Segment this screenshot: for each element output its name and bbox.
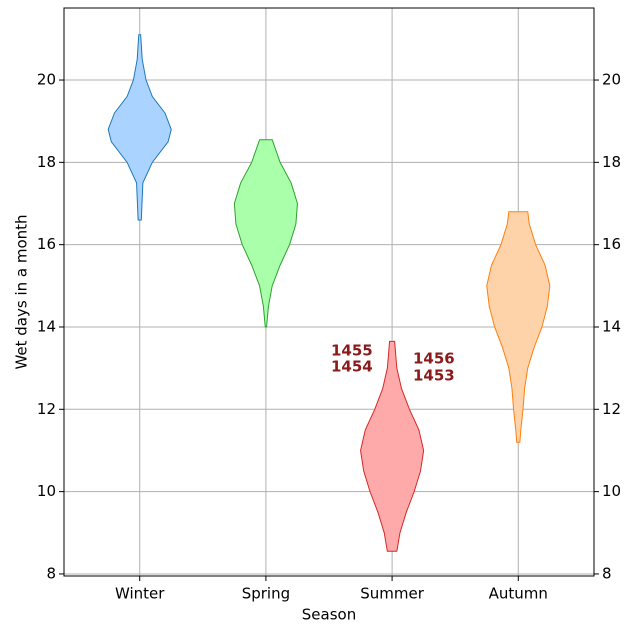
y-tick-label: 10 <box>37 482 56 500</box>
y2-tick-label: 20 <box>602 71 621 89</box>
annotation: 1456 <box>413 350 455 368</box>
y2-tick-label: 18 <box>602 153 621 171</box>
y-axis-label: Wet days in a month <box>13 214 31 369</box>
y2-tick-label: 8 <box>602 564 612 582</box>
x-tick-label: Summer <box>360 585 424 603</box>
annotation: 1455 <box>331 342 373 360</box>
y-tick-label: 12 <box>37 400 56 418</box>
violin <box>486 211 551 443</box>
y-tick-label: 20 <box>37 71 56 89</box>
y-tick-label: 16 <box>37 235 56 253</box>
x-tick-label: Spring <box>242 585 290 603</box>
violin <box>107 34 172 221</box>
y2-tick-label: 16 <box>602 235 621 253</box>
y2-tick-label: 14 <box>602 317 621 335</box>
violin <box>360 340 425 552</box>
x-tick-label: Autumn <box>489 585 548 603</box>
y2-tick-label: 12 <box>602 400 621 418</box>
y-tick-label: 8 <box>46 564 56 582</box>
x-axis-label: Season <box>302 606 356 624</box>
y2-tick-label: 10 <box>602 482 621 500</box>
violin <box>233 139 298 328</box>
y-tick-label: 14 <box>37 317 56 335</box>
annotation: 1454 <box>331 358 373 376</box>
annotation: 1453 <box>413 367 455 385</box>
y-tick-label: 18 <box>37 153 56 171</box>
plot-frame <box>63 7 595 577</box>
x-tick-label: Winter <box>115 585 165 603</box>
